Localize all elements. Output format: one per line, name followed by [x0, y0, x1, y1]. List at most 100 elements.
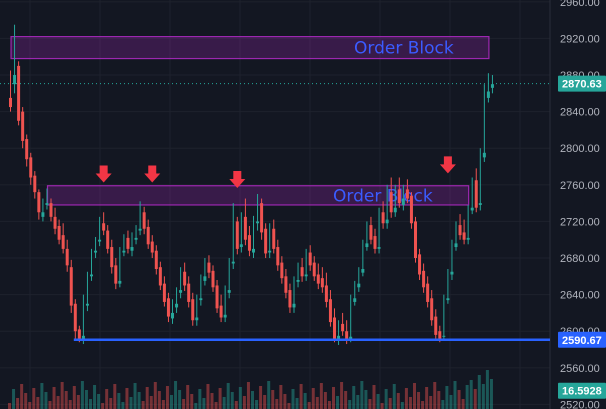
candle-body[interactable] [296, 279, 300, 282]
candle-body[interactable] [409, 195, 413, 224]
candle-body[interactable] [25, 139, 29, 160]
candle-body[interactable] [462, 232, 466, 240]
candle-body[interactable] [272, 228, 276, 249]
candle-body[interactable] [81, 335, 85, 339]
candle-body[interactable] [276, 247, 280, 266]
candle-body[interactable] [73, 303, 77, 332]
candle-body[interactable] [316, 274, 320, 284]
candle-body[interactable] [171, 312, 174, 319]
candle-body[interactable] [458, 225, 462, 236]
candle-body[interactable] [203, 276, 207, 281]
candle-body[interactable] [9, 97, 12, 108]
candle-body[interactable] [280, 262, 284, 279]
candle-body[interactable] [320, 278, 324, 288]
candle-body[interactable] [430, 298, 434, 321]
candle-body[interactable] [17, 65, 21, 121]
candle-body[interactable] [442, 335, 446, 337]
candle-body[interactable] [45, 203, 49, 205]
candle-body[interactable] [49, 203, 53, 217]
candle-body[interactable] [122, 250, 126, 253]
candle-body[interactable] [450, 271, 454, 275]
candle-body[interactable] [85, 303, 89, 306]
candle-body[interactable] [191, 299, 195, 321]
candle-body[interactable] [106, 230, 110, 249]
candle-body[interactable] [126, 237, 130, 249]
candle-body[interactable] [199, 298, 203, 301]
candle-body[interactable] [361, 269, 365, 273]
candle-body[interactable] [183, 271, 187, 286]
candle-body[interactable] [414, 221, 417, 259]
candle-body[interactable] [385, 219, 389, 224]
candle-body[interactable] [231, 261, 235, 264]
candle-body[interactable] [268, 250, 272, 253]
candle-body[interactable] [308, 252, 312, 266]
candle-body[interactable] [418, 254, 422, 275]
candle-body[interactable] [29, 157, 33, 178]
candle-body[interactable] [393, 207, 397, 213]
candle-body[interactable] [37, 192, 41, 213]
candle-body[interactable] [426, 283, 430, 302]
candle-body[interactable] [337, 335, 341, 341]
candle-body[interactable] [110, 247, 114, 268]
candle-body[interactable] [118, 280, 122, 284]
candle-body[interactable] [142, 212, 146, 229]
candle-body[interactable] [328, 299, 332, 323]
candle-body[interactable] [264, 228, 268, 254]
order-block-zone[interactable] [46, 185, 470, 206]
candle-body[interactable] [345, 331, 349, 341]
candle-body[interactable] [243, 216, 247, 240]
candle-body[interactable] [312, 262, 316, 277]
candle-body[interactable] [397, 189, 401, 204]
candle-body[interactable] [357, 283, 361, 288]
candle-body[interactable] [438, 331, 442, 339]
candle-body[interactable] [134, 237, 138, 240]
candle-body[interactable] [90, 274, 93, 277]
candle-body[interactable] [260, 203, 264, 233]
candle-body[interactable] [207, 262, 211, 273]
candle-body[interactable] [102, 223, 106, 231]
candle-body[interactable] [454, 243, 458, 248]
candle-body[interactable] [478, 203, 482, 205]
candle-body[interactable] [114, 265, 118, 284]
candle-body[interactable] [341, 323, 345, 332]
candle-body[interactable] [434, 316, 438, 335]
candle-body[interactable] [401, 198, 405, 205]
candle-body[interactable] [150, 241, 154, 253]
candle-body[interactable] [138, 228, 142, 231]
candle-body[interactable] [333, 317, 336, 339]
candle-body[interactable] [61, 235, 65, 249]
candle-body[interactable] [389, 192, 393, 213]
candle-body[interactable] [65, 248, 69, 266]
candle-body[interactable] [474, 180, 478, 208]
candle-body[interactable] [187, 283, 191, 302]
candle-body[interactable] [239, 244, 243, 248]
candle-body[interactable] [223, 314, 227, 318]
candle-body[interactable] [470, 207, 474, 211]
candle-body[interactable] [377, 247, 381, 249]
candle-body[interactable] [57, 226, 61, 240]
candle-body[interactable] [405, 189, 409, 199]
candle-body[interactable] [292, 303, 296, 308]
candle-body[interactable] [466, 237, 470, 240]
candle-body[interactable] [175, 303, 179, 308]
candle-body[interactable] [446, 298, 450, 301]
candle-body[interactable] [381, 212, 385, 224]
candle-body[interactable] [166, 298, 170, 317]
candle-body[interactable] [256, 221, 260, 224]
candle-body[interactable] [482, 152, 486, 158]
candle-body[interactable] [179, 290, 183, 293]
candle-body[interactable] [353, 298, 357, 302]
candle-body[interactable] [94, 250, 98, 253]
candle-body[interactable] [130, 247, 134, 251]
candle-body[interactable] [154, 250, 158, 270]
candle-body[interactable] [13, 75, 17, 85]
candle-body[interactable] [219, 305, 223, 318]
candle-body[interactable] [98, 239, 102, 242]
candle-body[interactable] [349, 336, 353, 339]
candle-body[interactable] [288, 290, 292, 308]
candle-body[interactable] [422, 270, 426, 288]
candle-body[interactable] [158, 267, 162, 286]
candle-body[interactable] [53, 216, 57, 229]
candle-body[interactable] [300, 267, 304, 277]
